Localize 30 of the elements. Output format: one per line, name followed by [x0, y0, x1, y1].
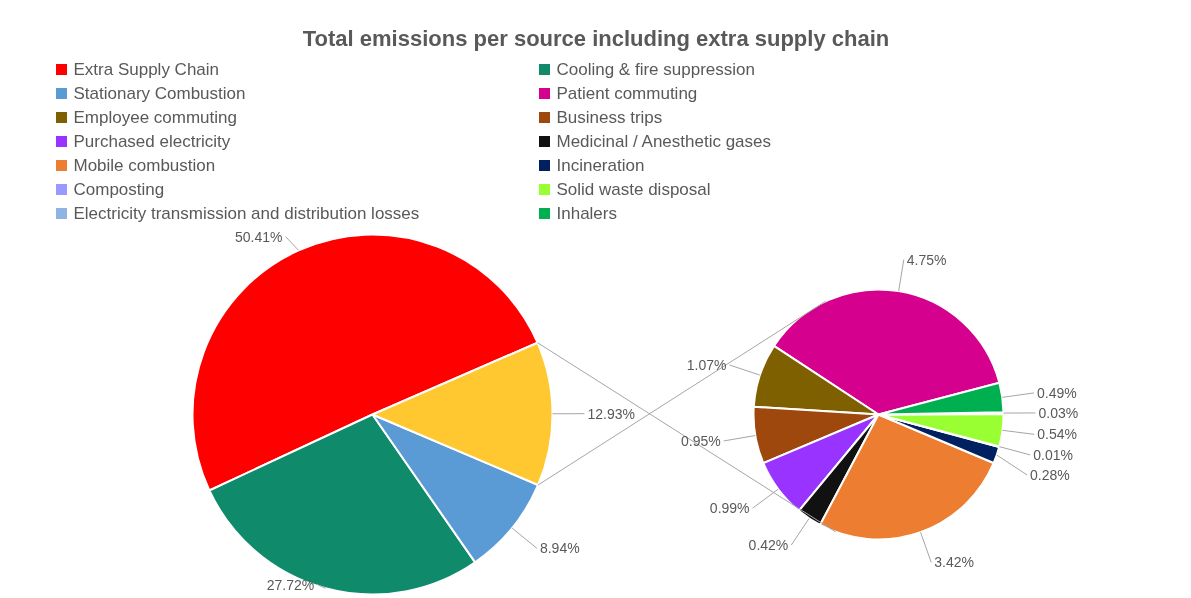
- legend-label: Mobile combustion: [73, 156, 216, 175]
- data-label: 0.03%: [1038, 404, 1079, 421]
- data-label: 50.41%: [234, 228, 283, 245]
- legend-label: Patient commuting: [556, 84, 698, 103]
- legend-label: Purchased electricity: [73, 132, 231, 151]
- data-label: 0.28%: [1030, 466, 1070, 483]
- legend-label: Inhalers: [556, 204, 617, 223]
- legend-label: Electricity transmission and distribution losses: [73, 204, 420, 223]
- data-label: 0.01%: [1033, 446, 1073, 463]
- data-label: 12.93%: [587, 405, 635, 422]
- data-label: 0.99%: [709, 500, 750, 517]
- legend-label: Extra Supply Chain: [73, 60, 220, 79]
- chart-title: Total emissions per source including extra supply chain: [302, 26, 890, 51]
- legend-label: Employee commuting: [73, 108, 237, 127]
- legend-label: Solid waste disposal: [556, 180, 711, 199]
- data-label: 1.07%: [686, 356, 727, 373]
- data-label: 0.42%: [748, 537, 789, 554]
- data-label: 4.75%: [906, 251, 947, 268]
- legend-label: Stationary Combustion: [73, 84, 246, 103]
- legend-label: Composting: [73, 180, 165, 199]
- legend-label: Medicinal / Anesthetic gases: [556, 132, 772, 151]
- data-label: 27.72%: [266, 576, 315, 593]
- data-label: 0.95%: [681, 432, 721, 449]
- data-label: 0.54%: [1037, 426, 1077, 443]
- data-label: 3.42%: [934, 554, 974, 571]
- data-label: 8.94%: [539, 540, 580, 557]
- legend-label: Incineration: [556, 156, 645, 175]
- legend-label: Business trips: [556, 108, 663, 127]
- data-label: 0.49%: [1037, 384, 1077, 401]
- legend-label: Cooling & fire suppression: [556, 60, 755, 79]
